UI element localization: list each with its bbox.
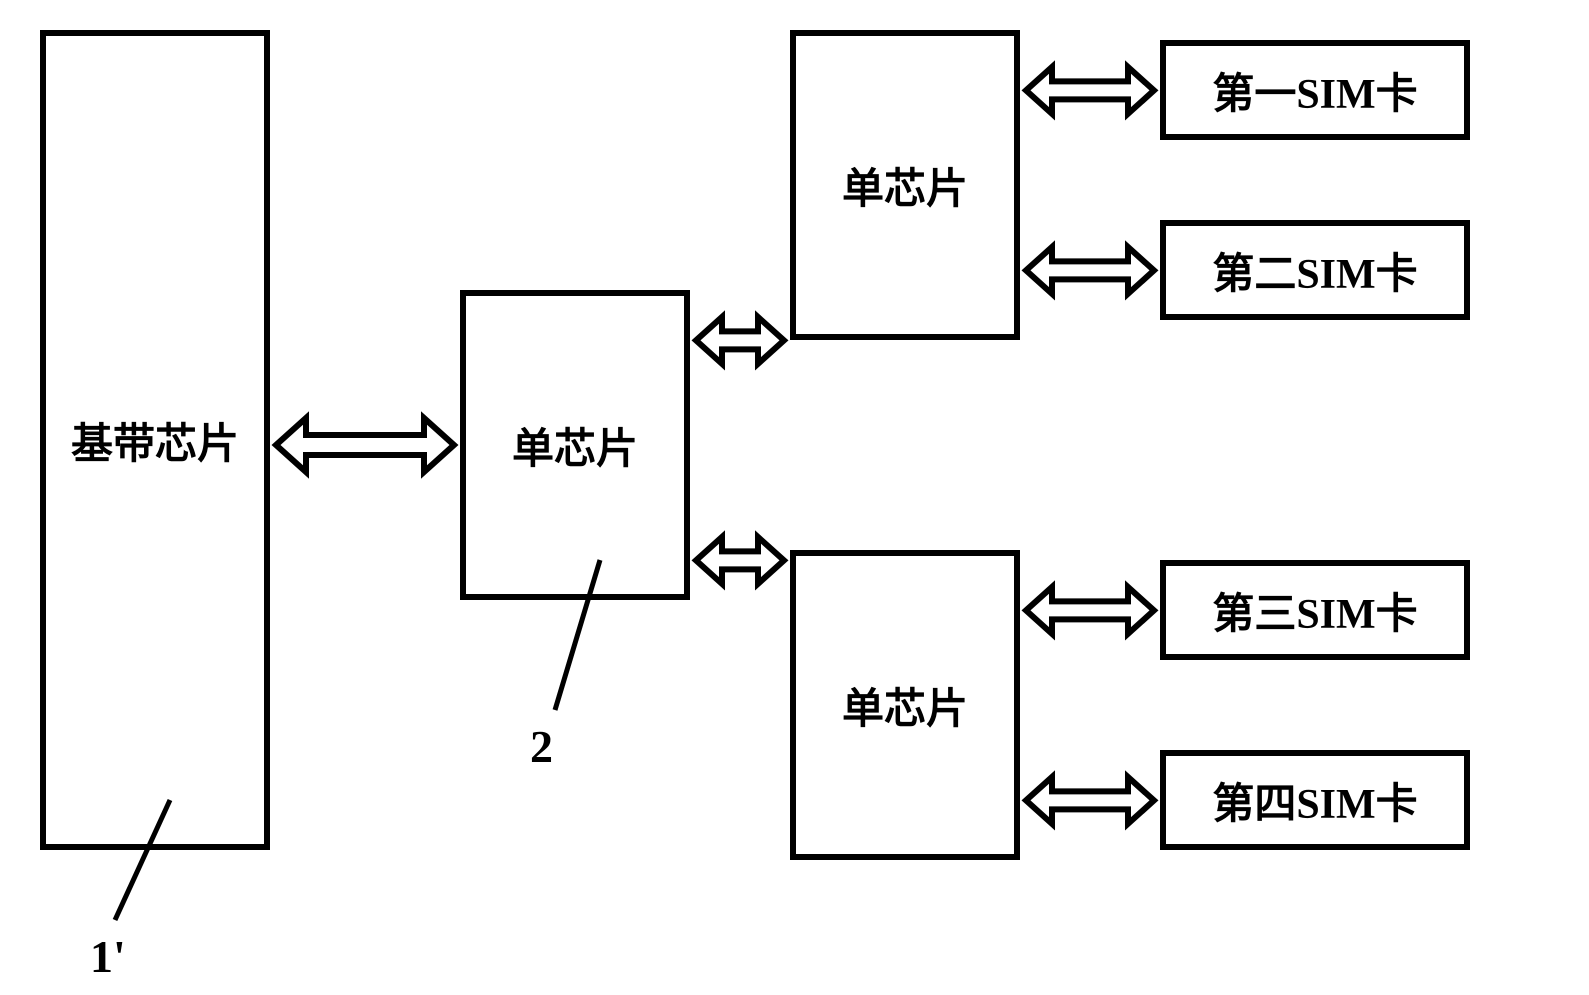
ref-line-2: [0, 0, 1589, 995]
diagram-canvas: 基带芯片 单芯片 单芯片 单芯片 第一SIM卡 第二SIM卡 第三SIM卡 第四…: [0, 0, 1589, 995]
ref-label-2: 2: [530, 720, 553, 773]
